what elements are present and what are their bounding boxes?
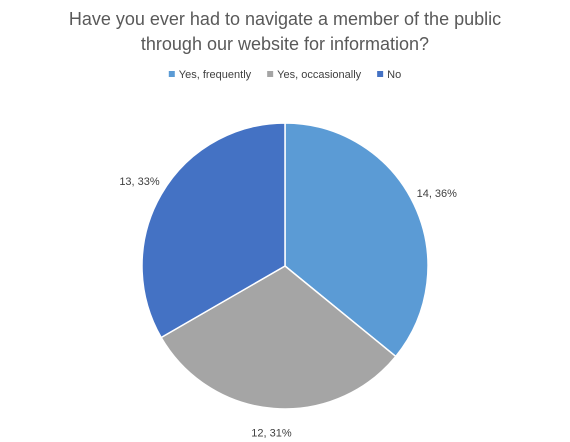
legend-marker (377, 71, 384, 77)
legend-marker (267, 71, 274, 77)
pie-slice (284, 122, 429, 358)
legend-label: Yes, occasionally (277, 69, 361, 81)
chart-title: through our website for information? (141, 34, 429, 54)
data-label: 13, 33% (119, 176, 160, 188)
legend-marker (168, 71, 175, 77)
data-label: 12, 31% (251, 427, 292, 439)
data-label: 14, 36% (417, 188, 458, 200)
legend-label: Yes, frequently (179, 69, 252, 81)
chart-title: Have you ever had to navigate a member o… (69, 9, 501, 29)
pie-slice (160, 265, 397, 410)
pie-slice (141, 122, 286, 339)
legend-label: No (387, 69, 401, 81)
